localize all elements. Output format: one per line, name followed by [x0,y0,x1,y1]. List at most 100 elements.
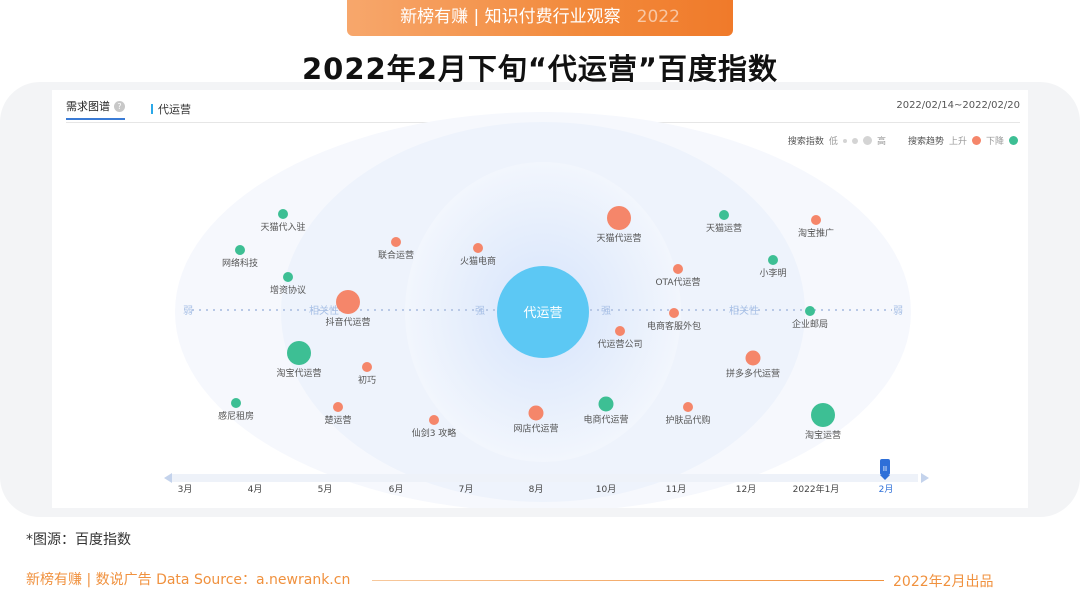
bubble-node[interactable] [805,306,815,316]
bubble-label: 代运营公司 [597,338,642,350]
timeline-handle-glyph: II [883,465,887,473]
bubble-label: 电商代运营 [583,414,628,426]
axis-labels: 弱 相关性 强 强 相关性 弱 [183,304,903,317]
timeline-month[interactable]: 12月 [736,484,756,495]
axis-label: 弱 [183,305,193,317]
bubble-node[interactable] [811,403,835,427]
timeline-month[interactable]: 10月 [596,484,616,495]
bubble-label: OTA代运营 [655,276,700,288]
keyword-color-marker [151,104,153,114]
timeline-month[interactable]: 5月 [318,484,333,495]
legend-down: 下降 [985,137,1004,147]
timeline-month[interactable]: 2022年1月 [793,483,840,495]
bubble-node[interactable] [278,209,288,219]
bubble-label: 护肤品代购 [665,414,710,426]
bubble-node[interactable] [528,405,544,421]
demand-graph-panel: 需求图谱 ? 代运营 2022/02/14~2022/02/20 搜索指数 低 … [52,90,1028,508]
bubble-node[interactable] [598,396,614,412]
timeline-month[interactable]: 3月 [178,484,193,495]
bubble-node[interactable] [719,210,729,220]
timeline-month[interactable]: 2月 [879,484,894,495]
center-bubble[interactable] [497,266,589,358]
keyword-tab[interactable]: 代运营 [151,101,191,117]
timeline-month[interactable]: 7月 [459,484,474,495]
legend: 搜索指数 低 高 搜索趋势 上升 下降 [788,134,1018,147]
bubble-label: 企业邮局 [792,318,828,330]
top-banner: 新榜有赚 | 知识付费行业观察 2022 [347,0,733,36]
bubble-node[interactable] [615,326,625,336]
date-range: 2022/02/14~2022/02/20 [896,100,1020,111]
timeline-month[interactable]: 6月 [389,484,404,495]
bubble-node[interactable] [235,245,245,255]
legend-low: 低 [828,137,838,147]
bubble-node[interactable] [683,402,693,412]
bubble-label: 感尼租房 [218,410,254,422]
footer-source: 新榜有赚 | 数说广告 Data Source：a.newrank.cn [26,572,351,588]
timeline-month[interactable]: 4月 [248,484,263,495]
bubble-label: 天猫运营 [706,222,742,234]
timeline-handle[interactable] [880,459,890,475]
bubble-node[interactable] [333,402,343,412]
legend-up: 上升 [948,137,967,147]
bubble-label: 网络科技 [222,257,258,269]
bubble-label: 增资协议 [270,284,306,296]
bubble-label: 火猫电商 [460,255,496,267]
tab-demand-graph[interactable]: 需求图谱 ? [66,98,125,120]
bubble-node[interactable] [362,362,372,372]
bubble-node[interactable] [287,341,311,365]
bubble-label: 淘宝推广 [798,227,834,239]
help-icon[interactable]: ? [114,100,125,112]
axis-label: 弱 [893,305,903,317]
bubble-node[interactable] [607,206,631,230]
size-dot-medium [851,137,858,144]
legend-trend-label: 搜索趋势 [907,137,944,147]
page-title: 2022年2月下旬“代运营”百度指数 [301,52,778,86]
bubble-label: 楚运营 [324,414,351,426]
bubble-node[interactable] [231,398,241,408]
timeline-month[interactable]: 11月 [666,484,686,495]
bubble-node[interactable] [669,308,679,318]
size-dot-small [842,138,847,143]
bubble-label: 网店代运营 [513,423,558,435]
bubble-node[interactable] [336,290,360,314]
axis-label: 相关性 [729,304,759,317]
bubble-node[interactable] [745,350,761,366]
bubble-node[interactable] [811,215,821,225]
footer-date: 2022年2月出品 [893,574,994,590]
legend-up-dot [971,136,981,145]
bubble-label: 初巧 [358,374,376,386]
axis-label: 强 [475,305,485,317]
axis-label: 相关性 [309,304,339,317]
bubble-label: 淘宝运营 [805,429,841,441]
bubble-label: 电商客服外包 [647,320,701,332]
legend-high: 高 [876,137,886,147]
axis-label: 强 [601,305,611,317]
center-label: 代运营 [523,306,562,321]
timeline-handle-pointer [880,475,890,480]
bubble-node[interactable] [283,272,293,282]
bubble-label: 拼多多代运营 [726,368,780,380]
source-note: *图源：百度指数 [26,532,131,548]
legend-index-label: 搜索指数 [787,137,824,147]
bubble-label: 抖音代运营 [325,316,370,328]
banner-year: 2022 [636,7,680,27]
bubble-node[interactable] [473,243,483,253]
bubble-label: 天猫代入驻 [260,221,305,233]
bubble-node[interactable] [768,255,778,265]
timeline-next-icon[interactable] [921,473,929,483]
size-dot-large [862,136,872,145]
bubble-node[interactable] [429,415,439,425]
timeline-prev-icon[interactable] [164,473,172,483]
footer-divider [372,580,884,581]
timeline-months: 3月 4月 5月 6月 7月 8月 10月 11月 12月 2022年1月 2月 [178,483,894,495]
timeline-month[interactable]: 8月 [529,484,544,495]
bubble-node[interactable] [673,264,683,274]
bubble-label: 淘宝代运营 [276,367,321,379]
bubble-label: 天猫代运营 [596,232,641,244]
banner-text: 新榜有赚 | 知识付费行业观察 [400,7,621,27]
tab-demand-graph-label: 需求图谱 [66,100,110,113]
timeline-track[interactable] [172,474,918,482]
bubble-label: 仙剑3 攻略 [412,427,457,439]
bubble-node[interactable] [391,237,401,247]
